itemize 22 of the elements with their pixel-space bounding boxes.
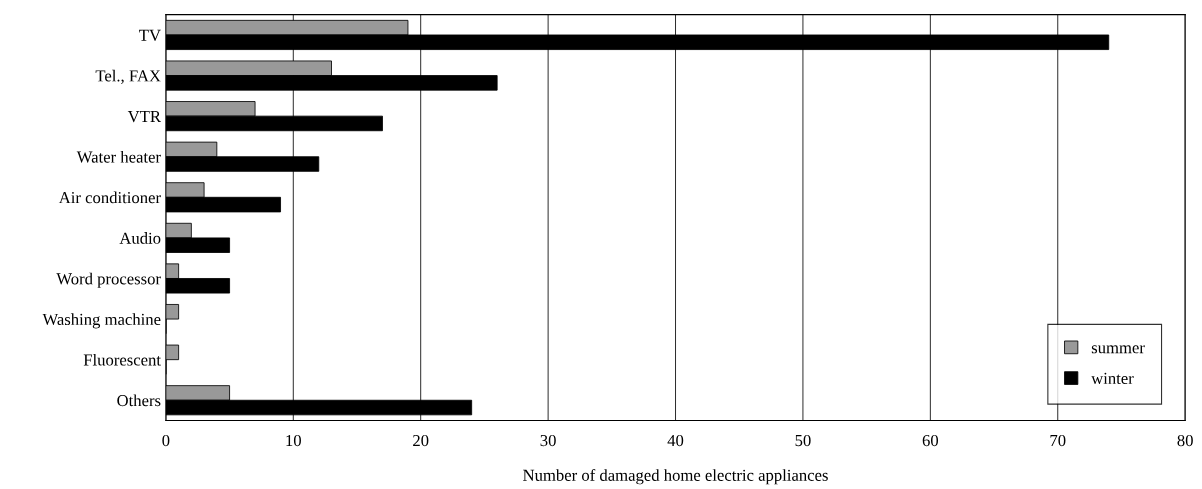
y-tick-label: Fluorescent — [83, 353, 161, 366]
x-tick-label: 0 — [162, 434, 170, 447]
x-tick-label: 70 — [1050, 434, 1066, 447]
y-tick-label: TV — [139, 29, 161, 41]
x-tick-label: 10 — [286, 434, 301, 447]
y-tick-label: Tel., FAX — [95, 69, 161, 84]
x-tick-label: 80 — [1177, 434, 1193, 447]
y-tick-label: Audio — [119, 232, 161, 244]
y-tick-label: Water heater — [76, 150, 161, 163]
legend-label: summer — [1091, 345, 1145, 354]
y-tick-label: Washing machine — [42, 313, 161, 329]
y-tick-label: Word processor — [56, 272, 161, 288]
x-tick-label: 40 — [667, 434, 684, 447]
x-tick-label: 30 — [540, 434, 556, 447]
x-tick-label: 20 — [413, 434, 429, 447]
x-tick-label: 50 — [795, 434, 811, 447]
y-tick-label: VTR — [127, 111, 161, 123]
y-tick-label: Others — [117, 394, 161, 407]
x-tick-label: 60 — [922, 434, 939, 447]
legend-label: winter — [1091, 372, 1134, 385]
x-axis-title: Number of damaged home electric appliances — [523, 468, 828, 485]
y-tick-label: Air conditioner — [58, 191, 161, 204]
